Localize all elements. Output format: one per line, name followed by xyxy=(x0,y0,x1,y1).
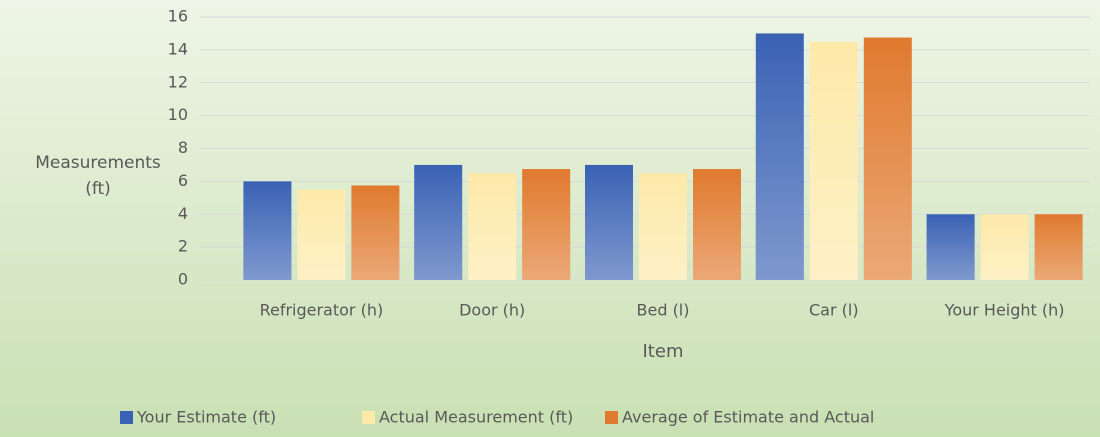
y-tick-label: 2 xyxy=(178,237,188,256)
y-axis-title: Measurements (ft) xyxy=(35,153,161,199)
bar xyxy=(863,37,912,280)
y-tick-label: 6 xyxy=(178,171,188,190)
y-tick-label: 12 xyxy=(168,72,188,91)
bar xyxy=(351,185,400,280)
legend-marker xyxy=(120,411,133,424)
x-tick-label: Bed (l) xyxy=(637,301,690,320)
bar xyxy=(755,33,804,280)
x-axis-title: Item xyxy=(643,341,684,362)
bar xyxy=(585,164,633,280)
bar xyxy=(522,169,571,280)
y-tick-label: 16 xyxy=(168,7,188,26)
y-tick-label: 8 xyxy=(178,138,188,157)
y-tick-label: 0 xyxy=(178,270,188,289)
y-tick-label: 14 xyxy=(168,39,188,58)
legend-label: Actual Measurement (ft) xyxy=(379,408,573,427)
legend-marker xyxy=(362,411,375,424)
legend-label: Your Estimate (ft) xyxy=(136,408,276,427)
x-tick-label: Your Height (h) xyxy=(944,301,1065,320)
bar xyxy=(693,169,741,280)
y-tick-label: 4 xyxy=(178,204,188,223)
legend-label: Average of Estimate and Actual xyxy=(622,408,874,427)
bar xyxy=(297,189,346,280)
y-tick-label: 10 xyxy=(168,105,188,124)
x-tick-label: Refrigerator (h) xyxy=(260,301,384,320)
bar xyxy=(926,214,975,280)
bar xyxy=(468,173,517,280)
bar xyxy=(980,214,1029,280)
bar xyxy=(414,164,463,280)
x-tick-label: Car (l) xyxy=(809,301,859,320)
bar xyxy=(1034,214,1083,280)
x-tick-label: Door (h) xyxy=(459,301,525,320)
bar xyxy=(639,173,687,280)
bar xyxy=(809,41,858,280)
legend-marker xyxy=(605,411,618,424)
bar xyxy=(243,181,292,280)
